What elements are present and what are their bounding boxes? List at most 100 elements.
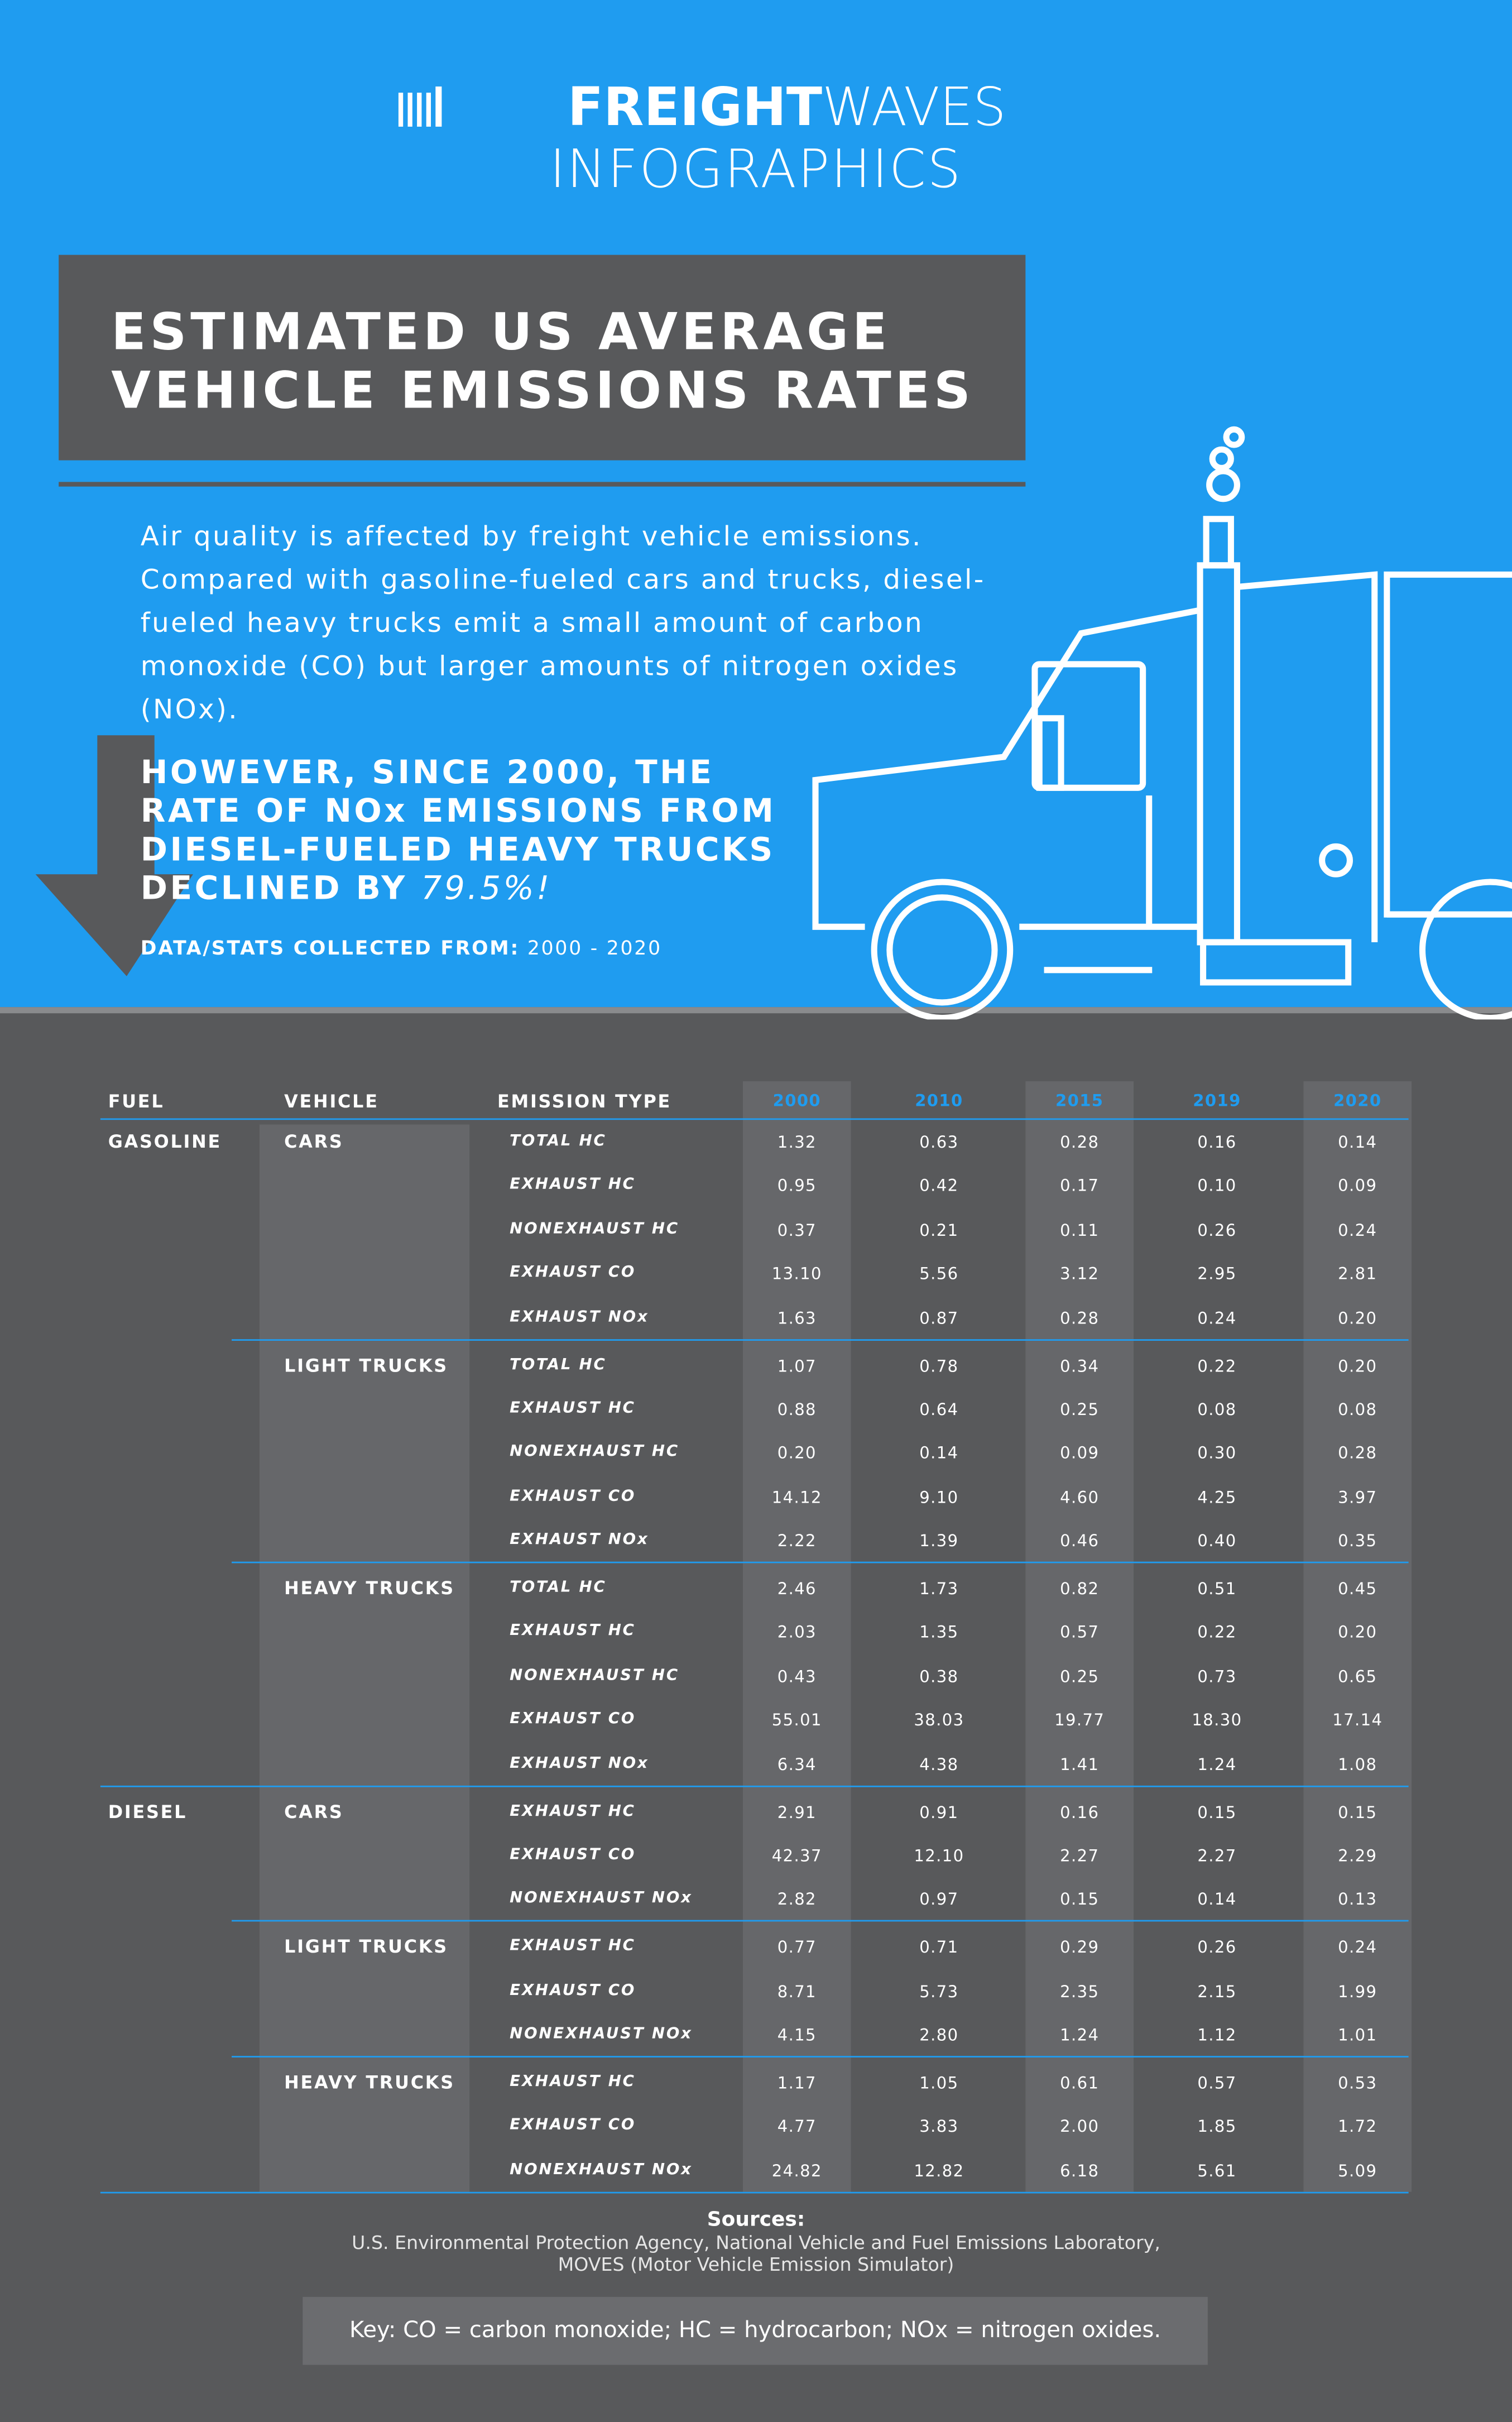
value: 0.91 xyxy=(919,1803,959,1822)
arrow xyxy=(35,735,193,976)
value: 1.07 xyxy=(777,1357,817,1376)
column-header: FUEL xyxy=(108,1090,165,1112)
value: 0.73 xyxy=(1197,1668,1237,1687)
value: 0.29 xyxy=(1060,1939,1100,1958)
value: 3.12 xyxy=(1060,1265,1100,1284)
column-shade xyxy=(742,1081,851,2191)
column-header: 2019 xyxy=(1193,1092,1241,1111)
emission-type: EXHAUST CO xyxy=(510,1846,636,1864)
value: 0.08 xyxy=(1197,1401,1237,1419)
column-header: 2010 xyxy=(915,1092,963,1111)
value: 2.95 xyxy=(1197,1265,1237,1284)
emission-type: NONEXHAUST NOx xyxy=(510,1890,693,1907)
value: 0.30 xyxy=(1197,1445,1237,1464)
title-line: VEHICLE EMISSIONS RATES xyxy=(111,359,975,420)
value: 55.01 xyxy=(771,1711,822,1730)
value: 0.13 xyxy=(1338,1891,1377,1910)
value: 0.15 xyxy=(1060,1891,1100,1910)
column-header: VEHICLE xyxy=(284,1090,379,1112)
value: 12.10 xyxy=(914,1847,964,1866)
emission-type: EXHAUST HC xyxy=(510,2073,636,2091)
value: 5.61 xyxy=(1197,2162,1237,2181)
value: 17.14 xyxy=(1332,1711,1383,1730)
sources-label: Sources: xyxy=(707,2209,805,2232)
value: 1.85 xyxy=(1197,2118,1237,2137)
value: 1.12 xyxy=(1197,2026,1237,2045)
value: 1.39 xyxy=(919,1532,959,1551)
value: 0.45 xyxy=(1338,1580,1377,1599)
value: 0.28 xyxy=(1338,1445,1377,1464)
value: 1.01 xyxy=(1338,2026,1377,2045)
emission-type: NONEXHAUST HC xyxy=(510,1667,679,1685)
value: 4.38 xyxy=(919,1756,959,1774)
value: 2.15 xyxy=(1197,1982,1237,2002)
sources: Sources: U.S. Environmental Protection A… xyxy=(0,2209,1512,2275)
value: 0.09 xyxy=(1338,1177,1377,1196)
hero-background xyxy=(0,0,1512,1008)
value: 0.24 xyxy=(1197,1309,1237,1328)
value: 4.60 xyxy=(1060,1488,1100,1507)
row-rule xyxy=(232,2056,1409,2057)
vehicle-label: CARS xyxy=(284,1800,344,1822)
vehicle-label: LIGHT TRUCKS xyxy=(284,1935,449,1958)
vehicle-label: HEAVY TRUCKS xyxy=(284,2071,455,2093)
value: 24.82 xyxy=(771,2162,822,2181)
value: 0.20 xyxy=(1338,1357,1377,1376)
value: 12.82 xyxy=(914,2162,964,2181)
row-rule xyxy=(100,2191,1409,2193)
value: 0.78 xyxy=(919,1357,959,1376)
row-rule xyxy=(100,1785,1409,1787)
value: 0.64 xyxy=(919,1401,959,1419)
value: 2.27 xyxy=(1060,1847,1100,1866)
vehicle-label: CARS xyxy=(284,1130,344,1153)
value: 0.17 xyxy=(1060,1177,1100,1196)
value: 0.82 xyxy=(1060,1580,1100,1599)
fuel-label: DIESEL xyxy=(108,1800,188,1822)
logo-subtitle: INFOGRAPHICS xyxy=(550,139,962,201)
value: 1.24 xyxy=(1197,1756,1237,1774)
value: 3.97 xyxy=(1338,1488,1377,1507)
value: 0.97 xyxy=(919,1891,959,1910)
value: 2.80 xyxy=(919,2026,959,2045)
value: 0.24 xyxy=(1338,1939,1377,1958)
value: 2.91 xyxy=(777,1803,817,1822)
value: 0.28 xyxy=(1060,1309,1100,1328)
title-box: ESTIMATED US AVERAGE VEHICLE EMISSIONS R… xyxy=(59,255,1026,461)
value: 0.20 xyxy=(1338,1309,1377,1328)
logo-bold: FREIGHT xyxy=(567,77,823,140)
value: 0.71 xyxy=(919,1939,959,1958)
value: 0.22 xyxy=(1197,1624,1237,1643)
emission-type: NONEXHAUST HC xyxy=(510,1443,679,1461)
column-shade xyxy=(259,1124,470,2191)
emission-type: NONEXHAUST NOx xyxy=(510,2026,693,2043)
emission-type: EXHAUST NOx xyxy=(510,1308,649,1326)
value: 5.73 xyxy=(919,1982,959,2002)
value: 0.14 xyxy=(919,1445,959,1464)
value: 0.57 xyxy=(1060,1624,1100,1643)
value: 0.88 xyxy=(777,1401,817,1419)
value: 0.25 xyxy=(1060,1668,1100,1687)
highlight-text: HOWEVER, SINCE 2000, THE RATE OF NOx EMI… xyxy=(140,754,776,907)
value: 0.16 xyxy=(1197,1134,1237,1153)
column-header: EMISSION TYPE xyxy=(497,1090,672,1112)
value: 0.20 xyxy=(1338,1624,1377,1643)
value: 0.08 xyxy=(1338,1401,1377,1419)
emission-type: EXHAUST CO xyxy=(510,1488,636,1505)
emission-type: NONEXHAUST HC xyxy=(510,1220,679,1238)
emission-type: EXHAUST HC xyxy=(510,1177,636,1194)
emission-type: EXHAUST HC xyxy=(510,1802,636,1820)
value: 0.15 xyxy=(1338,1803,1377,1822)
emission-type: EXHAUST HC xyxy=(510,1400,636,1417)
sources-line: MOVES (Motor Vehicle Emission Simulator) xyxy=(558,2253,954,2276)
emission-type: EXHAUST NOx xyxy=(510,1531,649,1549)
emission-type: TOTAL HC xyxy=(510,1579,607,1596)
value: 6.18 xyxy=(1060,2162,1100,2181)
value: 0.95 xyxy=(777,1177,817,1196)
value: 3.83 xyxy=(919,2118,959,2137)
value: 0.14 xyxy=(1197,1891,1237,1910)
value: 0.14 xyxy=(1338,1134,1377,1153)
value: 0.25 xyxy=(1060,1401,1100,1419)
value: 42.37 xyxy=(771,1847,822,1866)
